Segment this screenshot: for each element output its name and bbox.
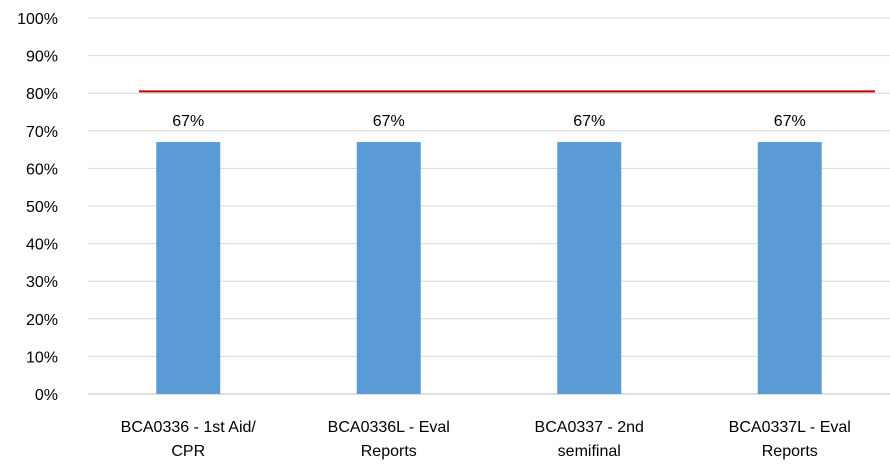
data-label-4: 67% — [774, 113, 806, 130]
category-label-4: BCA0337L - Eval Reports — [729, 419, 851, 460]
bars — [156, 142, 822, 394]
y-tick-label: 90% — [26, 49, 58, 66]
category-label-2: BCA0336L - Eval Reports — [328, 419, 450, 460]
y-tick-label: 10% — [26, 349, 58, 366]
gridlines — [88, 17, 890, 395]
y-tick-label: 50% — [26, 199, 58, 216]
category-label-1: BCA0336 - 1st Aid/CPR — [121, 419, 257, 460]
data-label-3: 67% — [573, 113, 605, 130]
bar-2 — [356, 142, 421, 394]
bar-1 — [156, 142, 221, 394]
bar-4 — [757, 142, 822, 394]
category-labels: BCA0336 - 1st Aid/CPR BCA0336L - Eval Repo… — [121, 419, 851, 460]
y-tick-label: 100% — [17, 11, 58, 28]
y-tick-label: 80% — [26, 86, 58, 103]
y-tick-label: 0% — [35, 387, 58, 404]
y-tick-label: 40% — [26, 237, 58, 254]
y-tick-label: 70% — [26, 124, 58, 141]
y-tick-label: 60% — [26, 161, 58, 178]
data-label-2: 67% — [373, 113, 405, 130]
data-labels: 67% 67% 67% 67% — [172, 113, 806, 130]
y-tick-label: 30% — [26, 274, 58, 291]
category-label-3: BCA0337 - 2nd semifinal — [535, 419, 644, 460]
y-axis-labels: 0% 10% 20% 30% 40% 50% 60% 70% 80% 90% 100% — [17, 11, 58, 404]
bar-3 — [557, 142, 622, 394]
y-tick-label: 20% — [26, 312, 58, 329]
data-label-1: 67% — [172, 113, 204, 130]
